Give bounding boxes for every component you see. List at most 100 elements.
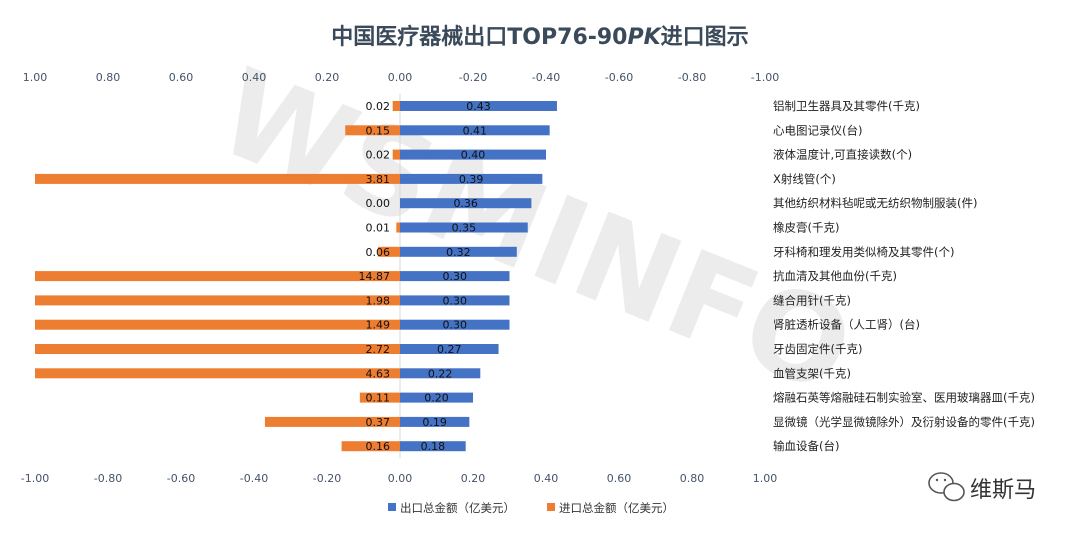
- import-bar: [35, 368, 400, 379]
- import-value-label: 4.63: [366, 367, 391, 380]
- bottom-tick-label: 0.40: [534, 472, 559, 485]
- import-value-label: 0.01: [366, 222, 391, 235]
- import-bar: [35, 173, 400, 184]
- bottom-tick-label: -0.20: [313, 472, 341, 485]
- import-bar: [35, 271, 400, 282]
- export-bar: [400, 125, 550, 136]
- import-bar: [345, 125, 400, 136]
- import-bar: [35, 319, 400, 330]
- import-bar: [392, 149, 400, 160]
- import-bar: [35, 344, 400, 354]
- export-bar: [400, 344, 499, 354]
- export-value-label: 0.18: [421, 440, 446, 453]
- bars: 0.02 0.43 0.15 0.41 0.02 0.40 3.81 0.39 0.00 0.36…: [35, 100, 557, 453]
- bottom-tick-label: 0.20: [461, 472, 486, 485]
- export-value-label: 0.20: [424, 392, 449, 405]
- legend-label-export: 出口总金额（亿美元）: [400, 501, 515, 515]
- category-label: 血管支架(千克): [773, 366, 851, 380]
- export-bar: [400, 319, 510, 330]
- legend-swatch-export: [388, 503, 396, 511]
- bottom-tick-label: 0.80: [680, 472, 705, 485]
- top-tick-label: -0.80: [678, 71, 706, 84]
- import-bar: [396, 222, 400, 233]
- top-tick-label: -0.60: [605, 71, 633, 84]
- export-bar: [400, 101, 557, 111]
- export-bar: [400, 368, 481, 379]
- export-bar: [400, 416, 470, 427]
- chart-title-tail: 进口图示: [661, 25, 749, 50]
- wechat-icon: [928, 472, 965, 502]
- category-label: 熔融石英等熔融硅石制实验室、医用玻璃器皿(千克): [773, 391, 1035, 405]
- top-tick-label: -1.00: [751, 71, 779, 84]
- export-value-label: 0.30: [443, 294, 468, 307]
- category-label: 橡皮膏(千克): [773, 221, 839, 235]
- bottom-tick-label: -0.40: [240, 472, 268, 485]
- import-value-label: 0.02: [366, 100, 391, 113]
- chart-title-pk: PK: [628, 25, 663, 50]
- import-value-label: 0.11: [366, 392, 391, 405]
- export-bar: [400, 441, 466, 452]
- export-value-label: 0.35: [452, 222, 477, 235]
- export-bar: [400, 392, 473, 403]
- legend-swatch-import: [547, 503, 555, 511]
- export-bar: [400, 295, 510, 306]
- top-tick-label: 0.20: [315, 71, 340, 84]
- import-bar: [359, 392, 400, 403]
- export-bar: [400, 149, 546, 160]
- export-value-label: 0.40: [461, 149, 486, 162]
- category-label: 抗血清及其他血份(千克): [773, 269, 897, 283]
- category-label: 输血设备(台): [773, 439, 839, 453]
- import-value-label: 0.06: [366, 246, 391, 259]
- import-value-label: 1.49: [366, 319, 391, 332]
- top-tick-label: 0.00: [388, 71, 413, 84]
- category-label: 液体温度计,可直接读数(个): [773, 148, 912, 162]
- export-value-label: 0.19: [422, 416, 447, 429]
- top-axis: 1.00 0.80 0.60 0.40 0.20 0.00 -0.20 -0.40 -0.60 -…: [23, 71, 779, 84]
- bottom-tick-label: 0.60: [607, 472, 632, 485]
- import-value-label: 0.16: [366, 440, 391, 453]
- export-bar: [400, 271, 510, 282]
- import-bar: [392, 101, 400, 111]
- export-value-label: 0.32: [446, 246, 471, 259]
- category-label: 肾脏透析设备（人工肾）(台): [773, 318, 920, 332]
- export-value-label: 0.43: [466, 100, 491, 113]
- category-label: 缝合用针(千克): [773, 293, 851, 307]
- chart-title-main: 中国医疗器械出口TOP76-90: [331, 24, 627, 50]
- export-bar: [400, 173, 543, 184]
- category-label: 牙齿固定件(千克): [773, 342, 862, 356]
- export-value-label: 0.36: [453, 197, 478, 210]
- import-value-label: 2.72: [366, 343, 391, 356]
- export-bar: [400, 246, 517, 257]
- chart-title: 中国医疗器械出口TOP76-90PK进口图示: [331, 24, 748, 50]
- bottom-tick-label: 1.00: [753, 472, 778, 485]
- bottom-tick-label: 0.00: [388, 472, 413, 485]
- export-value-label: 0.22: [428, 367, 453, 380]
- import-value-label: 3.81: [366, 173, 391, 186]
- import-bar: [341, 441, 400, 452]
- bottom-tick-label: -1.00: [21, 472, 49, 485]
- category-labels: 铝制卫生器具及其零件(千克) 心电图记录仪(台) 液体温度计,可直接读数(个) X射线…: [773, 99, 1035, 453]
- category-label: 其他纺织材料毡呢或无纺织物制服装(件): [773, 196, 977, 210]
- category-label: X射线管(个): [773, 172, 836, 186]
- import-value-label: 0.02: [366, 149, 391, 162]
- import-bar: [35, 295, 400, 306]
- bottom-axis: -1.00 -0.80 -0.60 -0.40 -0.20 0.00 0.20 0.40 0.6…: [21, 472, 777, 485]
- legend-label-import: 进口总金额（亿美元）: [559, 501, 674, 515]
- export-value-label: 0.39: [459, 173, 484, 186]
- top-tick-label: 0.40: [242, 71, 267, 84]
- category-label: 心电图记录仪(台): [773, 123, 862, 137]
- category-label: 显微镜（光学显微镜除外）及衍射设备的零件(千克): [773, 415, 1035, 429]
- brand-name: 维斯马: [970, 478, 1036, 503]
- import-value-label: 0.37: [366, 416, 391, 429]
- export-value-label: 0.27: [437, 343, 462, 356]
- legend: 出口总金额（亿美元） 进口总金额（亿美元）: [388, 501, 674, 515]
- import-bar: [378, 246, 400, 257]
- export-bar: [400, 222, 528, 233]
- top-tick-label: -0.20: [459, 71, 487, 84]
- top-tick-label: 0.60: [169, 71, 194, 84]
- export-value-label: 0.41: [463, 124, 488, 137]
- import-value-label: 1.98: [366, 294, 391, 307]
- top-tick-label: 1.00: [23, 71, 48, 84]
- top-tick-label: -0.40: [532, 71, 560, 84]
